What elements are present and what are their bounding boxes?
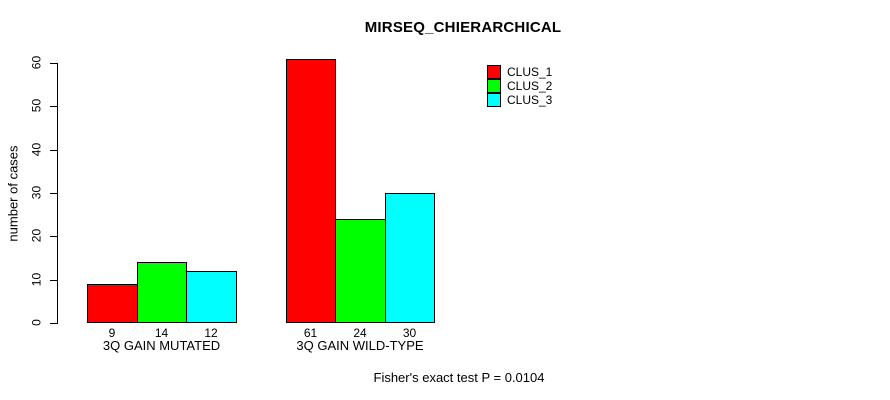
y-tick-label: 0 bbox=[29, 319, 44, 326]
y-tick-mark bbox=[50, 235, 57, 237]
y-tick-label: 40 bbox=[29, 142, 44, 157]
bar-clus_3-group1 bbox=[186, 271, 237, 323]
bar-clus_3-group2 bbox=[385, 193, 435, 323]
y-tick-mark bbox=[50, 322, 57, 324]
bar-value-label: 14 bbox=[154, 326, 169, 340]
y-axis-line bbox=[57, 63, 58, 324]
bar-value-label: 24 bbox=[353, 326, 367, 340]
legend-label: CLUS_2 bbox=[507, 79, 553, 93]
legend-item-clus_2: CLUS_2 bbox=[487, 79, 552, 93]
y-tick-label: 10 bbox=[29, 272, 44, 287]
legend-item-clus_1: CLUS_1 bbox=[487, 65, 552, 79]
legend-swatch-clus_2 bbox=[487, 79, 501, 93]
y-axis-label: number of cases bbox=[5, 145, 21, 242]
y-tick-mark bbox=[50, 62, 57, 64]
bar-value-label: 61 bbox=[303, 326, 318, 340]
y-tick-mark bbox=[50, 105, 57, 107]
y-tick-mark bbox=[50, 279, 57, 281]
legend: CLUS_1 CLUS_2 CLUS_3 bbox=[487, 65, 552, 107]
chart-title: MIRSEQ_CHIERARCHICAL bbox=[364, 19, 562, 36]
bar-clus_1-group2 bbox=[286, 59, 336, 323]
bar-value-label: 12 bbox=[204, 326, 218, 340]
x-category-label: 3Q GAIN WILD-TYPE bbox=[296, 338, 424, 353]
bar-value-label: 9 bbox=[108, 326, 116, 340]
y-tick-label: 20 bbox=[29, 228, 44, 243]
y-tick-label: 50 bbox=[29, 98, 44, 113]
legend-swatch-clus_1 bbox=[487, 65, 501, 79]
footnote-text: Fisher's exact test P = 0.0104 bbox=[373, 370, 545, 385]
bar-clus_2-group1 bbox=[137, 262, 187, 323]
legend-item-clus_3: CLUS_3 bbox=[487, 93, 552, 107]
bar-value-label: 30 bbox=[402, 326, 417, 340]
y-tick-mark bbox=[50, 192, 57, 194]
y-tick-label: 60 bbox=[29, 55, 44, 70]
legend-swatch-clus_3 bbox=[487, 93, 501, 107]
y-tick-mark bbox=[50, 149, 57, 151]
bar-clus_2-group2 bbox=[335, 219, 386, 323]
bar-clus_1-group1 bbox=[87, 284, 138, 323]
legend-label: CLUS_1 bbox=[507, 65, 553, 79]
y-tick-label: 30 bbox=[29, 185, 44, 200]
x-category-label: 3Q GAIN MUTATED bbox=[102, 338, 221, 353]
legend-label: CLUS_3 bbox=[507, 93, 553, 107]
